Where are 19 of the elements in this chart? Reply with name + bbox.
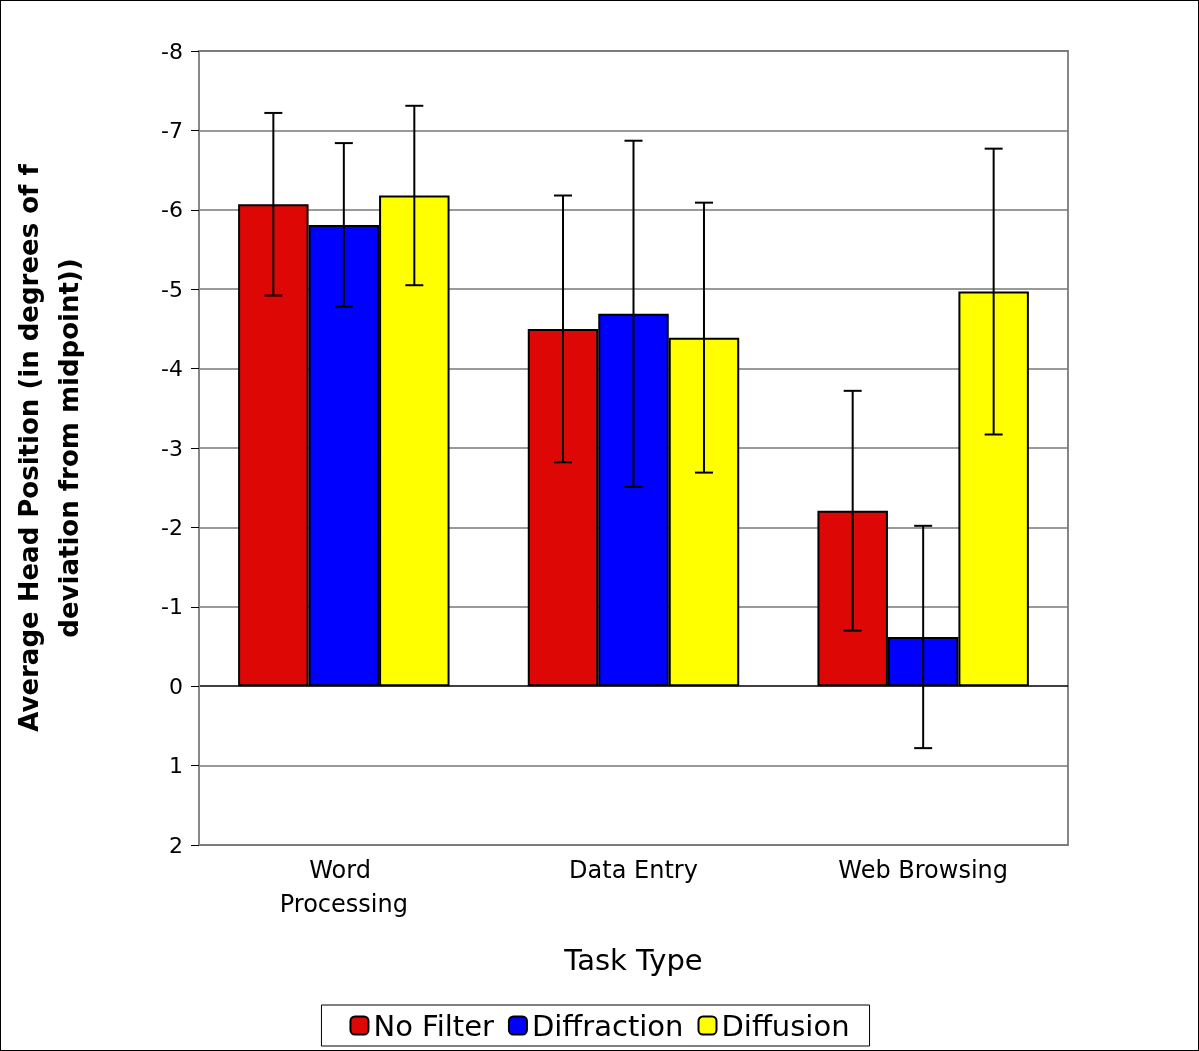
y-tick-label: -1	[161, 594, 183, 620]
legend-label: Diffusion	[721, 1008, 850, 1043]
x-tick-label: Web Browsing	[838, 856, 1009, 884]
x-axis-title: Task Type	[563, 942, 703, 977]
legend-label: No Filter	[373, 1008, 495, 1043]
y-tick-label: -3	[161, 435, 183, 461]
y-tick-label: -6	[161, 197, 183, 223]
y-axis-title: Average Head Position (in degrees of f deviation from midpoint))	[14, 163, 84, 732]
y-tick-label: -5	[161, 276, 183, 302]
y-tick-label: -7	[161, 117, 183, 143]
y-tick-label: 0	[169, 673, 183, 699]
x-tick-label: Word Processing	[279, 856, 408, 918]
y-tick-label: -4	[161, 356, 183, 382]
legend-label: Diffraction	[531, 1008, 684, 1043]
y-tick-label: -2	[161, 514, 183, 540]
x-tick-label: Data Entry	[569, 856, 698, 884]
y-tick-label: -8	[161, 38, 183, 64]
y-tick-label: 2	[169, 832, 183, 858]
y-tick-label: 1	[169, 753, 183, 779]
